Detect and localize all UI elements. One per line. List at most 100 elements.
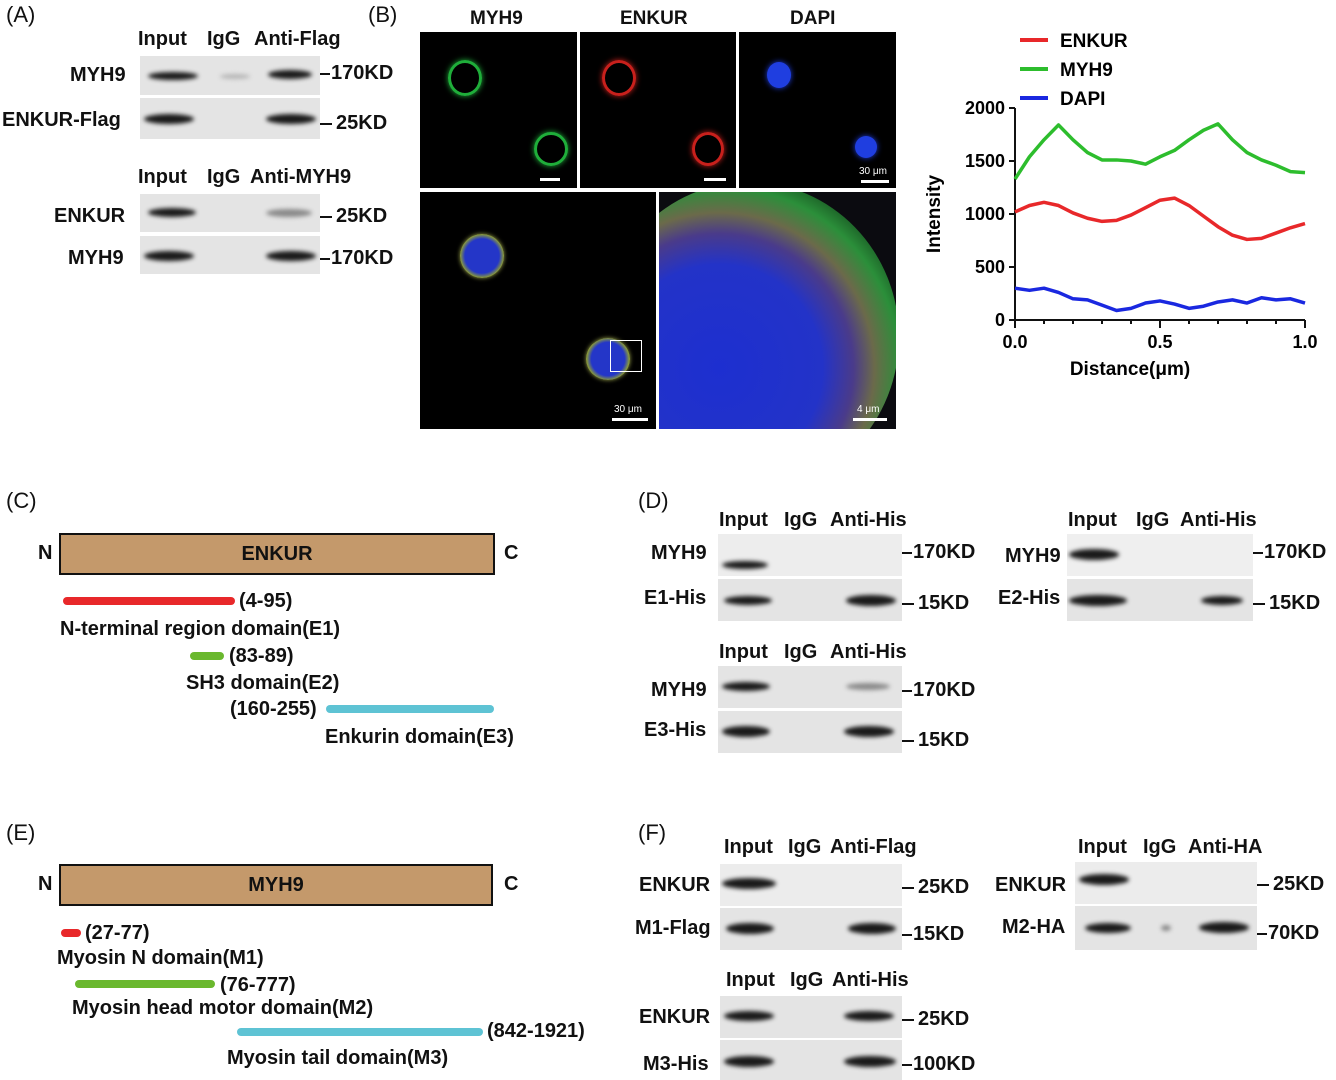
microscopy-zoom: 4 μm (659, 192, 896, 429)
blot-header: Input (719, 509, 768, 531)
panel-e-label: (E) (6, 820, 36, 845)
blot-header: Anti-Flag (830, 836, 917, 858)
kd-marker: 25KD (320, 112, 387, 135)
blot-header: Anti-His (830, 509, 907, 531)
blot-header: Anti-His (830, 641, 907, 663)
domain-name: N-terminal region domain(E1) (60, 618, 341, 640)
blot-header: IgG (207, 28, 241, 50)
kd-marker: 15KD (902, 592, 969, 615)
blot-header: Input (138, 28, 187, 50)
panel-d-label: (D) (638, 488, 669, 513)
x-tick-label: 0.5 (1147, 332, 1172, 352)
y-tick-label: 1500 (965, 151, 1005, 171)
domain-name: Myosin tail domain(M3) (227, 1047, 449, 1069)
enkur-protein-bar: ENKUR (59, 533, 495, 575)
domain-segment-m1 (61, 929, 81, 937)
domain-name: Myosin head motor domain(M2) (72, 997, 374, 1019)
western-blot-strip (1075, 906, 1257, 950)
scale-bar-label: 30 μm (614, 404, 642, 415)
blot-header: Anti-His (1180, 509, 1257, 531)
blot-header: Anti-HA (1188, 836, 1263, 858)
x-tick-label: 0.0 (1002, 332, 1027, 352)
legend-entry: ENKUR (1060, 31, 1128, 52)
scale-bar-label: 30 μm (859, 166, 887, 177)
blot-row-label: M2-HA (1002, 916, 1066, 938)
kd-marker: 25KD (320, 205, 387, 228)
blot-row-label: MYH9 (651, 679, 707, 701)
blot-header: Anti-Flag (254, 28, 341, 50)
legend-entry: DAPI (1060, 89, 1105, 110)
domain-segment-m2 (75, 980, 215, 988)
blot-row-label: ENKUR (639, 874, 711, 896)
blot-row-label: E1-His (644, 587, 707, 609)
x-tick-label: 1.0 (1292, 332, 1317, 352)
domain-range: (160-255) (230, 698, 317, 720)
microscopy-dapi-channel: 30 μm (739, 32, 896, 188)
blot-row-label: M3-His (643, 1053, 709, 1075)
y-tick-label: 1000 (965, 204, 1005, 224)
blot-row-label: MYH9 (70, 64, 126, 86)
blot-header: Anti-His (832, 969, 909, 991)
c-terminus-label: C (504, 542, 519, 564)
blot-header: IgG (784, 641, 818, 663)
blot-row-label: ENKUR (995, 874, 1067, 896)
blot-row-label: ENKUR (54, 205, 126, 227)
western-blot-strip (140, 56, 320, 95)
kd-marker: 15KD (902, 729, 969, 752)
western-blot-strip (720, 1040, 902, 1080)
blot-row-label: MYH9 (651, 542, 707, 564)
legend-entry: MYH9 (1060, 60, 1113, 81)
domain-range: (4-95) (239, 590, 293, 612)
blot-header: Input (724, 836, 773, 858)
blot-row-label: ENKUR-Flag (2, 109, 121, 131)
blot-header: Input (138, 166, 187, 188)
domain-range: (27-77) (85, 922, 150, 944)
western-blot-strip (718, 534, 902, 576)
kd-marker: 170KD (902, 679, 975, 702)
western-blot-strip (720, 996, 902, 1038)
blot-header: IgG (788, 836, 822, 858)
domain-segment-m3 (237, 1028, 483, 1036)
kd-marker: 25KD (902, 1008, 969, 1031)
blot-header: IgG (790, 969, 824, 991)
channel-header: ENKUR (620, 8, 688, 29)
blot-header: Input (719, 641, 768, 663)
kd-marker: 170KD (320, 62, 393, 85)
panel-a-label: (A) (6, 2, 36, 27)
domain-name: Myosin N domain(M1) (57, 947, 264, 969)
series-line-enkur (1014, 196, 1306, 242)
western-blot-strip (140, 98, 320, 139)
western-blot-strip (140, 236, 320, 274)
blot-header: Input (1068, 509, 1117, 531)
kd-marker: 15KD (1253, 592, 1320, 615)
blot-row-label: E2-His (998, 587, 1061, 609)
blot-header: Input (726, 969, 775, 991)
kd-marker: 170KD (902, 541, 975, 564)
blot-row-label: MYH9 (68, 247, 124, 269)
blot-header: Anti-MYH9 (250, 166, 352, 188)
western-blot-strip (1067, 579, 1253, 621)
channel-header: MYH9 (470, 8, 523, 29)
western-blot-strip (718, 579, 902, 621)
channel-header: DAPI (790, 8, 836, 29)
kd-marker: 170KD (320, 247, 393, 270)
kd-marker: 25KD (1257, 873, 1324, 896)
blot-header: IgG (784, 509, 818, 531)
western-blot-strip (140, 194, 320, 232)
y-tick-label: 2000 (965, 98, 1005, 118)
kd-marker: 70KD (1257, 922, 1319, 945)
protein-name: ENKUR (241, 542, 313, 565)
western-blot-strip (720, 864, 902, 906)
n-terminus-label: N (38, 542, 53, 564)
scale-bar-label: 4 μm (857, 404, 880, 415)
c-terminus-label: C (504, 873, 519, 895)
y-tick-label: 500 (975, 257, 1005, 277)
domain-range: (83-89) (229, 645, 294, 667)
domain-range: (842-1921) (487, 1020, 585, 1042)
panel-b-label: (B) (368, 2, 398, 27)
domain-segment-e1 (63, 597, 235, 605)
blot-header: Input (1078, 836, 1127, 858)
myh9-protein-bar: MYH9 (59, 864, 493, 906)
kd-marker: 15KD (902, 923, 964, 946)
blot-header: IgG (1143, 836, 1177, 858)
